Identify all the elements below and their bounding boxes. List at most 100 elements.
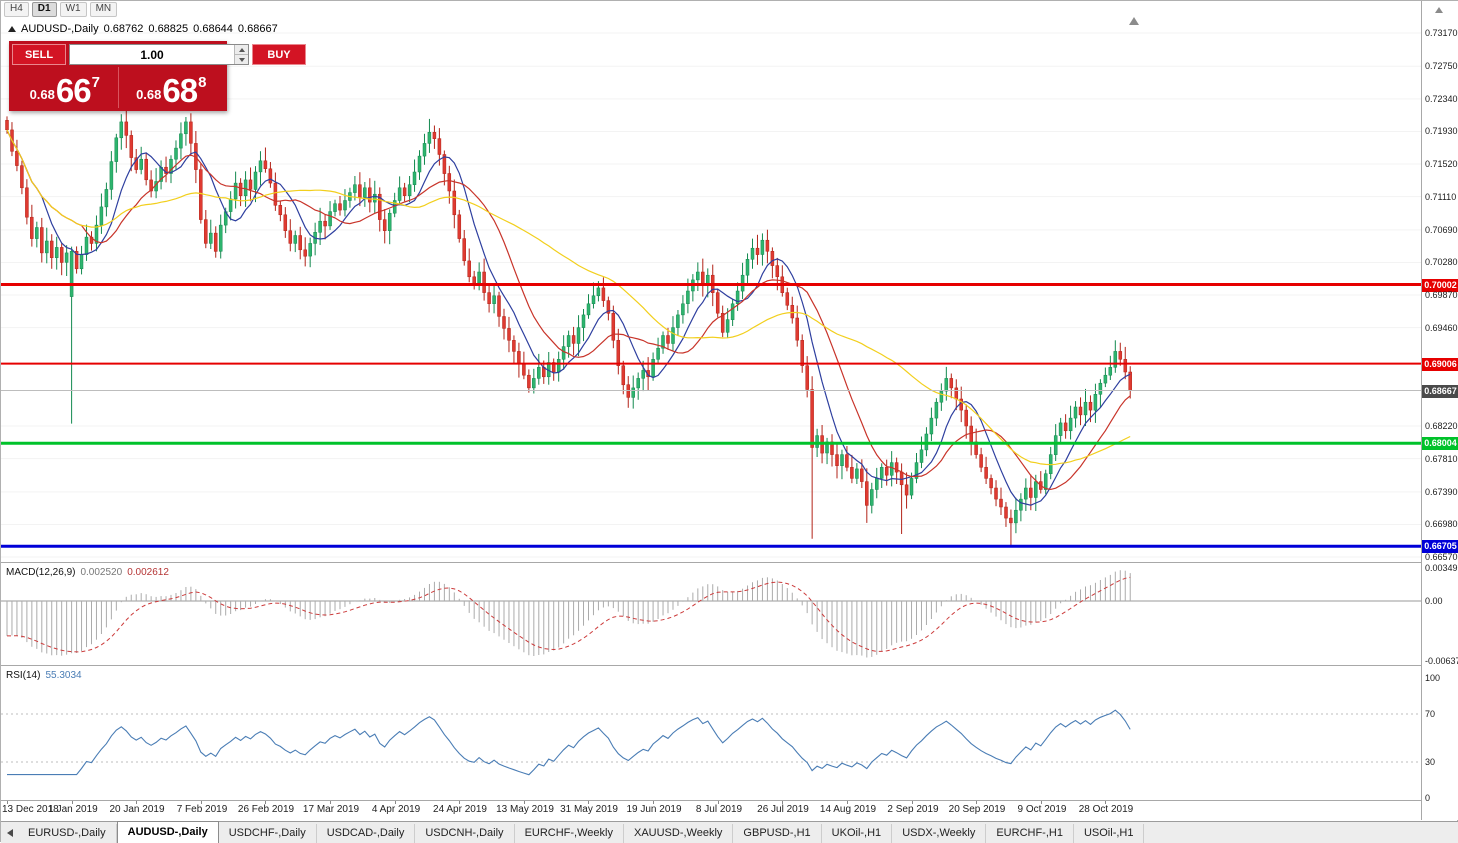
date-label: 8 Jul 2019 [695,804,743,815]
volume-field [69,44,249,65]
shift-marker-icon [1129,17,1139,25]
date-label: 26 Jul 2019 [757,804,809,815]
chart-tab-usdcad-daily[interactable]: USDCAD-,Daily [317,824,416,843]
date-label: 26 Feb 2019 [237,804,295,815]
sell-price-prefix: 0.68 [29,87,55,102]
scale-label: 0 [1425,793,1431,803]
macd-indicator-label: MACD(12,26,9) 0.002520 0.002612 [6,567,169,578]
horizontal-lines [1,283,1421,548]
chart-tab-gbpusd-h1[interactable]: GBPUSD-,H1 [733,824,822,843]
scale-label: 0.00 [1425,596,1443,606]
scale-label: 0.68220 [1425,421,1458,432]
date-tick [782,801,783,804]
date-tick [136,801,137,804]
volume-spinner [234,45,248,64]
date-tick [201,801,202,804]
tab-scroll-left-icon[interactable] [7,829,13,837]
header-open: 0.68762 [103,23,144,35]
date-tick [1041,801,1042,804]
scale-label: 0.66570 [1425,552,1458,563]
timeframe-button-w1[interactable]: W1 [59,2,87,17]
sell-price[interactable]: 0.68 66 7 [12,67,118,108]
volume-up-icon[interactable] [235,45,248,55]
volume-down-icon[interactable] [235,55,248,64]
date-tick [265,801,266,804]
date-label: 1 Jan 2019 [48,804,98,815]
collapse-triangle-icon[interactable] [8,26,16,32]
sell-price-big: 66 [55,72,92,109]
chart-tabs-bar: EURUSD-,Daily AUDUSD-,Daily USDCHF-,Daily U… [1,821,1458,843]
date-tick [847,801,848,804]
date-tick [718,801,719,804]
chart-tab-usdcnh-daily[interactable]: USDCNH-,Daily [415,824,515,843]
scale-label: 0.00349 [1425,563,1458,574]
macd-value-1: 0.002520 [80,567,123,578]
ma-lines [6,129,1131,506]
chart-tab-eurchf-weekly[interactable]: EURCHF-,Weekly [515,824,624,843]
price-chart-canvas[interactable] [1,1,1421,801]
sell-button[interactable]: SELL [12,44,66,65]
scale-marker-icon [1435,7,1443,13]
date-label: 13 May 2019 [496,804,554,815]
date-label: 31 May 2019 [560,804,618,815]
buy-price[interactable]: 0.68 68 8 [117,67,225,108]
chart-tab-usdchf-daily[interactable]: USDCHF-,Daily [219,824,317,843]
date-label: 2 Sep 2019 [887,804,939,815]
chart-tab-eurusd-daily[interactable]: EURUSD-,Daily [18,824,117,843]
panel-separator-rsi[interactable] [1,665,1458,666]
macd-name: MACD(12,26,9) [6,567,76,578]
scale-label: 0.71110 [1425,191,1457,202]
scale-label: 0.72750 [1425,61,1458,72]
time-scale[interactable]: 13 Dec 2018 1 Jan 2019 20 Jan 2019 7 Feb 20… [1,801,1421,819]
price-scale[interactable]: 0.70002 0.69006 0.68004 0.66705 0.68667 0.731… [1421,1,1458,820]
trade-panel-prices: 0.68 66 7 0.68 68 8 [12,67,224,108]
header-low: 0.68644 [193,23,233,35]
chart-tab-usdx-weekly[interactable]: USDX-,Weekly [892,824,987,843]
buy-button[interactable]: BUY [252,44,306,65]
chart-tab-eurchf-h1[interactable]: EURCHF-,H1 [986,824,1074,843]
scale-label: 100 [1425,673,1441,683]
buy-price-prefix: 0.68 [136,87,162,102]
chart-tab-ukoil-h1[interactable]: UKOil-,H1 [822,824,893,843]
volume-input[interactable] [70,45,234,64]
chart-tab-audusd-daily[interactable]: AUDUSD-,Daily [116,821,219,843]
date-label: 28 Oct 2019 [1078,804,1134,815]
date-tick [912,801,913,804]
chart-tab-xauusd-weekly[interactable]: XAUUSD-,Weekly [624,824,734,843]
timeframe-button-d1[interactable]: D1 [31,2,57,17]
panel-separator-macd[interactable] [1,562,1458,563]
date-label: 17 Mar 2019 [302,804,360,815]
scale-label: 30 [1425,757,1436,767]
timeframe-button-mn[interactable]: MN [89,2,118,17]
candles [5,110,1132,546]
scale-label: 0.70690 [1425,224,1458,235]
date-label: 14 Aug 2019 [819,804,877,815]
date-label: 20 Jan 2019 [109,804,165,815]
date-label: 19 Jun 2019 [626,804,682,815]
scale-label: -0.00637 [1425,656,1458,667]
timeframe-toolbar: H4 D1 W1 MN [4,2,118,17]
timeframe-button-h4[interactable]: H4 [4,2,29,17]
date-tick [72,801,73,804]
scale-label: 0.69870 [1425,290,1458,301]
date-tick [588,801,589,804]
scale-label: 0.70280 [1425,257,1458,268]
date-label: 7 Feb 2019 [176,804,228,815]
rsi-panel [1,709,1421,776]
date-tick [653,801,654,804]
rsi-indicator-label: RSI(14) 55.3034 [6,670,82,681]
price-line-tag: 0.66705 [1422,540,1458,554]
rsi-name: RSI(14) [6,670,41,681]
macd-value-2: 0.002612 [127,567,169,578]
price-line-tag: 0.69006 [1422,357,1458,371]
date-label: 13 Dec 2018 [2,804,59,815]
chart-tab-usoil-h1[interactable]: USOil-,H1 [1074,824,1145,843]
date-tick [7,801,8,804]
header-close: 0.68667 [237,23,278,35]
panel-separator-dates [1,800,1458,801]
scale-label: 70 [1425,709,1436,719]
date-tick [330,801,331,804]
price-line-tag: 0.70002 [1422,278,1458,292]
scale-label: 0.71520 [1425,159,1458,169]
